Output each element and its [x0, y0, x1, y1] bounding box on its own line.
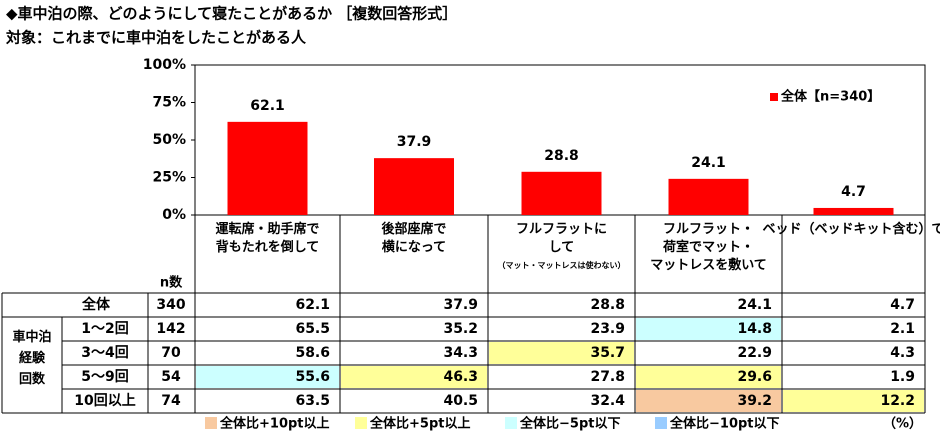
legend-swatch	[205, 417, 217, 429]
legend-swatch	[770, 93, 778, 101]
legend-label: 全体【n=340】	[780, 89, 880, 105]
cell-value: 35.2	[443, 321, 478, 337]
cell-highlight	[783, 390, 924, 412]
y-tick-label: 50%	[152, 132, 186, 148]
legend-label: 全体比+10pt以上	[219, 416, 330, 432]
cell-value: 34.3	[443, 345, 478, 361]
row-label: 10回以上	[74, 393, 135, 409]
y-tick-label: 75%	[152, 95, 186, 111]
cell-value: 24.1	[737, 297, 772, 313]
cell-value: 40.5	[443, 393, 478, 409]
cell-value: 32.4	[590, 393, 625, 409]
legend-swatch	[505, 417, 517, 429]
data-label: 62.1	[250, 98, 285, 114]
cell-highlight	[636, 366, 781, 388]
unit-label: （%）	[883, 416, 922, 432]
cell-value: 23.9	[590, 321, 625, 337]
row-n: 74	[161, 393, 181, 409]
legend-swatch	[355, 417, 367, 429]
cell-value: 63.5	[295, 393, 330, 409]
category-label: フルフラットにして（マット・マットレスは使わない）	[498, 222, 626, 270]
bar	[374, 158, 454, 215]
cell-value: 65.5	[295, 321, 330, 337]
bar	[813, 207, 894, 215]
cell-value: 62.1	[295, 297, 330, 313]
table-borders	[1, 215, 926, 414]
row-n: 54	[161, 369, 181, 385]
cell-value: 12.2	[880, 393, 915, 409]
cell-value: 1.9	[890, 369, 915, 385]
bar	[521, 171, 602, 215]
legend-swatch	[655, 417, 667, 429]
legend-label: 全体比−10pt以下	[669, 416, 780, 432]
cell-value: 22.9	[737, 345, 772, 361]
row-label: 全体	[81, 296, 111, 313]
row-label: 1～2回	[81, 321, 128, 337]
cell-value: 58.6	[295, 345, 330, 361]
category-label: 運転席・助手席で背もたれを倒して	[215, 221, 319, 255]
data-label: 4.7	[841, 184, 866, 200]
title: ◆車中泊の際、どのようにして寝たことがあるか ［複数回答形式］	[6, 5, 457, 23]
cell-value: 28.8	[590, 297, 625, 313]
row-n: 142	[156, 321, 185, 337]
data-label: 24.1	[691, 155, 726, 171]
data-label: 37.9	[397, 134, 432, 150]
cell-value: 4.3	[890, 345, 915, 361]
y-tick-label: 25%	[152, 170, 186, 186]
cell-value: 4.7	[890, 297, 915, 313]
row-label: 3～4回	[81, 345, 128, 361]
cell-highlight	[636, 390, 781, 412]
bar	[227, 121, 308, 215]
row-label: 5～9回	[81, 369, 128, 385]
cell-value: 29.6	[737, 369, 772, 385]
category-label: 後部座席で横になって	[381, 221, 446, 255]
cell-value: 27.8	[590, 369, 625, 385]
legend-label: 全体比−5pt以下	[519, 416, 620, 432]
bar	[668, 178, 749, 215]
legend-label: 全体比+5pt以上	[369, 416, 470, 432]
row-n: 340	[156, 297, 185, 313]
n-header: n数	[160, 275, 183, 291]
cell-value: 2.1	[890, 321, 915, 337]
category-label: フルフラット・荷室でマット・マットレスを敷いて	[650, 222, 767, 273]
cell-value: 46.3	[443, 369, 478, 385]
cell-value: 35.7	[590, 345, 625, 361]
y-tick-label: 0%	[162, 207, 186, 223]
cell-highlight	[636, 318, 781, 340]
subtitle: 対象：これまでに車中泊をしたことがある人	[5, 29, 307, 47]
cell-value: 14.8	[737, 321, 772, 337]
data-label: 28.8	[544, 148, 579, 164]
cell-highlight	[341, 366, 487, 388]
cell-value: 37.9	[443, 297, 478, 313]
row-n: 70	[161, 345, 181, 361]
cell-value: 55.6	[295, 369, 330, 385]
y-tick-label: 100%	[143, 57, 186, 73]
category-label: ベッド（ベッドキット含む）で	[762, 221, 940, 237]
cell-value: 39.2	[737, 393, 772, 409]
cell-highlight	[196, 366, 339, 388]
group-label: 車中泊経験回数	[12, 329, 51, 387]
cell-highlight	[489, 342, 634, 364]
